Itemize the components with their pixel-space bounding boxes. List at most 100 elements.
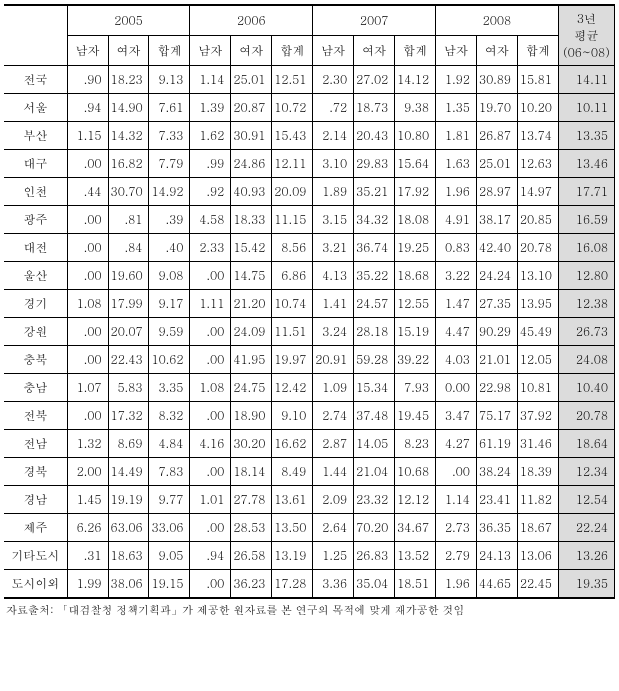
table-row: 경북2.0014.497.83.0018.148.491.4421.0410.6… — [4, 458, 615, 486]
sub-t-07: 합계 — [395, 35, 436, 65]
cell-value: 2.30 — [313, 66, 354, 94]
cell-value: 17.99 — [108, 290, 149, 318]
cell-avg: 13.35 — [558, 122, 614, 150]
row-label: 경기 — [4, 290, 67, 318]
table-row: 서울.9414.907.611.3920.8710.72.7218.739.38… — [4, 94, 615, 122]
cell-value: 45.49 — [517, 318, 558, 346]
avg-top: 3년 — [577, 10, 596, 27]
cell-avg: 24.08 — [558, 346, 614, 374]
cell-value: 3.36 — [313, 570, 354, 598]
cell-value: .00 — [67, 262, 108, 290]
cell-value: .90 — [67, 66, 108, 94]
data-table: 2005 2006 2007 2008 3년 평균 (06~08) 남자 여자 … — [4, 4, 615, 599]
cell-value: 36.74 — [354, 234, 395, 262]
table-row: 부산1.1514.327.331.6230.9115.432.1420.4310… — [4, 122, 615, 150]
cell-value: 59.28 — [354, 346, 395, 374]
cell-value: 2.74 — [313, 402, 354, 430]
cell-value: 2.33 — [190, 234, 231, 262]
table-row: 울산.0019.609.08.0014.756.864.1335.2218.68… — [4, 262, 615, 290]
cell-value: 23.32 — [354, 486, 395, 514]
cell-value: 1.96 — [436, 178, 477, 206]
cell-value: 13.61 — [272, 486, 313, 514]
cell-value: 1.96 — [436, 570, 477, 598]
cell-value: 10.68 — [395, 458, 436, 486]
cell-value: 13.10 — [517, 262, 558, 290]
cell-value: 15.19 — [395, 318, 436, 346]
row-label: 광주 — [4, 206, 67, 234]
cell-value: 33.06 — [149, 514, 190, 542]
cell-value: .39 — [149, 206, 190, 234]
cell-value: 75.17 — [476, 402, 517, 430]
cell-value: 1.14 — [190, 66, 231, 94]
cell-value: 38.06 — [108, 570, 149, 598]
cell-value: 2.73 — [436, 514, 477, 542]
cell-value: 19.19 — [108, 486, 149, 514]
cell-value: 31.46 — [517, 430, 558, 458]
cell-value: 4.16 — [190, 430, 231, 458]
cell-value: 1.32 — [67, 430, 108, 458]
sub-f-06: 여자 — [231, 35, 272, 65]
cell-value: 4.03 — [436, 346, 477, 374]
cell-value: 8.69 — [108, 430, 149, 458]
cell-value: 12.11 — [272, 150, 313, 178]
cell-value: 8.49 — [272, 458, 313, 486]
cell-value: 42.40 — [476, 234, 517, 262]
cell-value: 1.92 — [436, 66, 477, 94]
cell-value: 12.55 — [395, 290, 436, 318]
cell-value: .00 — [190, 402, 231, 430]
table-row: 광주.00.81.394.5818.3311.153.1534.3218.084… — [4, 206, 615, 234]
cell-value: 24.57 — [354, 290, 395, 318]
cell-value: .99 — [190, 150, 231, 178]
cell-value: 20.07 — [108, 318, 149, 346]
cell-value: 1.14 — [436, 486, 477, 514]
cell-value: 3.10 — [313, 150, 354, 178]
cell-avg: 12.80 — [558, 262, 614, 290]
cell-value: 37.92 — [517, 402, 558, 430]
cell-value: 24.75 — [231, 374, 272, 402]
cell-value: 18.14 — [231, 458, 272, 486]
header-year-2005: 2005 — [67, 5, 190, 35]
cell-value: 19.70 — [476, 94, 517, 122]
cell-value: 3.35 — [149, 374, 190, 402]
cell-value: 4.13 — [313, 262, 354, 290]
cell-value: 29.83 — [354, 150, 395, 178]
cell-value: 20.91 — [313, 346, 354, 374]
cell-value: 2.87 — [313, 430, 354, 458]
cell-value: 6.26 — [67, 514, 108, 542]
cell-value: 13.95 — [517, 290, 558, 318]
source-note: 자료출처: 「대검찰청 정책기획과」가 제공한 원자료를 본 연구의 목적에 맞… — [4, 599, 615, 618]
cell-value: 18.67 — [517, 514, 558, 542]
cell-avg: 12.34 — [558, 458, 614, 486]
cell-value: 13.74 — [517, 122, 558, 150]
cell-value: 14.97 — [517, 178, 558, 206]
cell-value: 37.48 — [354, 402, 395, 430]
cell-value: 38.17 — [476, 206, 517, 234]
cell-value: 13.50 — [272, 514, 313, 542]
cell-value: 9.05 — [149, 542, 190, 570]
cell-value: 30.91 — [231, 122, 272, 150]
cell-value: 19.25 — [395, 234, 436, 262]
cell-value: 18.68 — [395, 262, 436, 290]
cell-value: 4.58 — [190, 206, 231, 234]
cell-value: 10.62 — [149, 346, 190, 374]
cell-value: 26.58 — [231, 542, 272, 570]
cell-value: 19.15 — [149, 570, 190, 598]
cell-value: 28.53 — [231, 514, 272, 542]
table-row: 경남1.4519.199.771.0127.7813.612.0923.3212… — [4, 486, 615, 514]
cell-value: 22.45 — [517, 570, 558, 598]
table-row: 전남1.328.694.844.1630.2016.622.8714.058.2… — [4, 430, 615, 458]
cell-value: 26.87 — [476, 122, 517, 150]
cell-value: .00 — [190, 318, 231, 346]
cell-value: 18.73 — [354, 94, 395, 122]
cell-value: 40.93 — [231, 178, 272, 206]
cell-value: 20.43 — [354, 122, 395, 150]
cell-value: 34.32 — [354, 206, 395, 234]
cell-value: 2.09 — [313, 486, 354, 514]
cell-avg: 17.71 — [558, 178, 614, 206]
cell-value: 2.64 — [313, 514, 354, 542]
cell-value: 35.22 — [354, 262, 395, 290]
cell-value: 1.08 — [67, 290, 108, 318]
cell-value: 38.24 — [476, 458, 517, 486]
cell-value: .94 — [190, 542, 231, 570]
cell-value: 7.33 — [149, 122, 190, 150]
